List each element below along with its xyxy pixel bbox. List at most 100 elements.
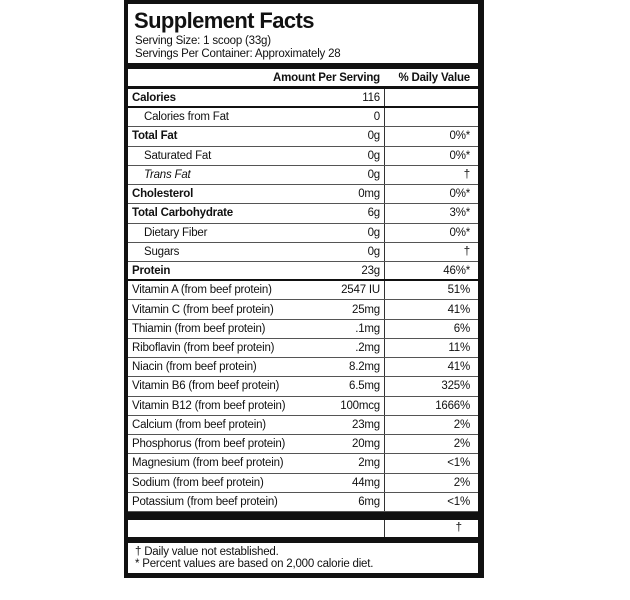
amount: 6.5mg	[349, 380, 380, 393]
table-row: Riboflavin (from beef protein) .2mg 11%	[128, 339, 478, 359]
daily-value: †	[463, 168, 470, 181]
amount: 6mg	[358, 495, 380, 508]
amount-header: Amount Per Serving	[273, 72, 380, 84]
amount: 0g	[367, 130, 381, 143]
daily-value: 2%	[453, 476, 470, 489]
top-panel: Supplement Facts Serving Size: 1 scoop (…	[128, 4, 478, 63]
table-row: Trans Fat 0g †	[128, 166, 478, 186]
nutrient-name: Protein	[132, 265, 171, 278]
nutrient-name: Vitamin A (from beef protein)	[132, 284, 272, 297]
amount: 20mg	[352, 438, 380, 451]
amount: 0g	[367, 245, 381, 258]
nutrient-name: Phosphorus (from beef protein)	[132, 438, 286, 451]
nutrient-name: Sodium (from beef protein)	[132, 476, 264, 489]
extra-row: †	[128, 520, 478, 537]
amount: 0g	[367, 226, 381, 239]
nutrient-name: Niacin (from beef protein)	[132, 361, 257, 374]
daily-value: 11%	[448, 341, 470, 354]
table-row: Total Carbohydrate 6g 3%*	[128, 204, 478, 224]
nutrient-name: Potassium (from beef protein)	[132, 495, 278, 508]
amount: 44mg	[352, 476, 380, 489]
nutrient-name: Sugars	[144, 245, 180, 258]
nutrient-name: Total Fat	[132, 130, 178, 143]
nutrient-name: Vitamin C (from beef protein)	[132, 303, 274, 316]
daily-value: 3%*	[449, 207, 471, 220]
table-row: Total Fat 0g 0%*	[128, 127, 478, 147]
nutrient-name: Thiamin (from beef protein)	[132, 322, 266, 335]
daily-value: 51%	[447, 284, 471, 297]
daily-value: 46%*	[443, 265, 470, 278]
nutrient-name: Calories from Fat	[144, 111, 229, 124]
amount: 0	[373, 111, 380, 124]
amount: 23mg	[352, 418, 380, 431]
daily-value: <1%	[447, 457, 470, 470]
nutrient-name: Vitamin B6 (from beef protein)	[132, 380, 280, 393]
header-panel: Amount Per Serving % Daily Value	[128, 69, 478, 86]
amount: 25mg	[352, 303, 380, 316]
nutrient-name: Vitamin B12 (from beef protein)	[132, 399, 286, 412]
amount: 0mg	[358, 188, 380, 201]
daily-value: 325%	[441, 380, 470, 393]
daily-value: 0%*	[449, 226, 471, 239]
title: Supplement Facts	[134, 8, 314, 33]
table-row: Sugars 0g †	[128, 243, 478, 263]
dv-header: % Daily Value	[398, 72, 470, 84]
nutrient-name: Calories	[132, 92, 176, 104]
footnote-panel: † Daily value not established. * Percent…	[128, 543, 478, 573]
daily-value: 41%	[447, 303, 471, 316]
nutrient-name: Trans Fat	[144, 168, 191, 181]
daily-value: <1%	[447, 495, 470, 508]
amount: 8.2mg	[349, 361, 380, 374]
table-row: Potassium (from beef protein) 6mg <1%	[128, 493, 478, 512]
amount: 6g	[367, 207, 381, 220]
footnote: * Percent values are based on 2,000 calo…	[135, 558, 374, 570]
amount: 23g	[361, 265, 380, 278]
nutrient-name: Calcium (from beef protein)	[132, 418, 266, 431]
table-row: Sodium (from beef protein) 44mg 2%	[128, 474, 478, 493]
supplement-facts-box: Supplement Facts Serving Size: 1 scoop (…	[124, 0, 484, 578]
footnote: † Daily value not established.	[135, 546, 279, 558]
daily-value: 0%*	[449, 130, 471, 143]
table-row: Vitamin B12 (from beef protein) 100mcg 166…	[128, 397, 478, 416]
nutrient-name: Dietary Fiber	[144, 226, 208, 239]
daily-value: 2%	[453, 438, 470, 451]
daily-value: 41%	[447, 361, 471, 374]
nutrient-name: Saturated Fat	[144, 149, 212, 162]
nutrient-name: Magnesium (from beef protein)	[132, 457, 284, 470]
amount: 2mg	[358, 457, 380, 470]
table-row: Protein 23g 46%*	[128, 262, 478, 282]
daily-value: †	[463, 245, 470, 258]
amount: 116	[362, 92, 380, 104]
table-row: Cholesterol 0mg 0%*	[128, 185, 478, 205]
servings-per-container: Servings Per Container: Approximately 28	[135, 48, 341, 60]
daily-value: 0%*	[449, 149, 471, 162]
table-row: Saturated Fat 0g 0%*	[128, 147, 478, 166]
table-row: Magnesium (from beef protein) 2mg <1%	[128, 454, 478, 474]
daily-value: 6%	[453, 322, 470, 335]
amount: .2mg	[355, 341, 380, 354]
table-row: Calcium (from beef protein) 23mg 2%	[128, 416, 478, 436]
column-divider	[384, 520, 385, 537]
amount: .1mg	[355, 322, 380, 335]
table-row: Calories 116	[128, 89, 478, 109]
nutrient-name: Riboflavin (from beef protein)	[132, 341, 275, 354]
table-row: Phosphorus (from beef protein) 20mg 2%	[128, 435, 478, 455]
daily-value: 2%	[453, 418, 470, 431]
rows-panel: Calories 116 Calories from Fat 0 Total Fat 0g…	[128, 89, 478, 512]
daily-value: 1666%	[435, 399, 470, 412]
amount: 0g	[367, 168, 381, 181]
nutrient-name: Total Carbohydrate	[132, 207, 233, 220]
nutrient-name: Cholesterol	[132, 188, 194, 201]
table-row: Vitamin A (from beef protein) 2547 IU 51%	[128, 281, 478, 301]
table-row: Niacin (from beef protein) 8.2mg 41%	[128, 358, 478, 378]
column-divider	[384, 89, 385, 512]
amount: 2547 IU	[341, 284, 380, 297]
extra-dagger: †	[455, 522, 462, 534]
table-row: Vitamin B6 (from beef protein) 6.5mg 325%	[128, 377, 478, 397]
table-row: Vitamin C (from beef protein) 25mg 41%	[128, 301, 478, 320]
serving-size: Serving Size: 1 scoop (33g)	[135, 35, 271, 47]
table-row: Dietary Fiber 0g 0%*	[128, 224, 478, 243]
daily-value: 0%*	[449, 188, 471, 201]
table-row: Thiamin (from beef protein) .1mg 6%	[128, 320, 478, 339]
amount: 100mcg	[340, 399, 380, 412]
